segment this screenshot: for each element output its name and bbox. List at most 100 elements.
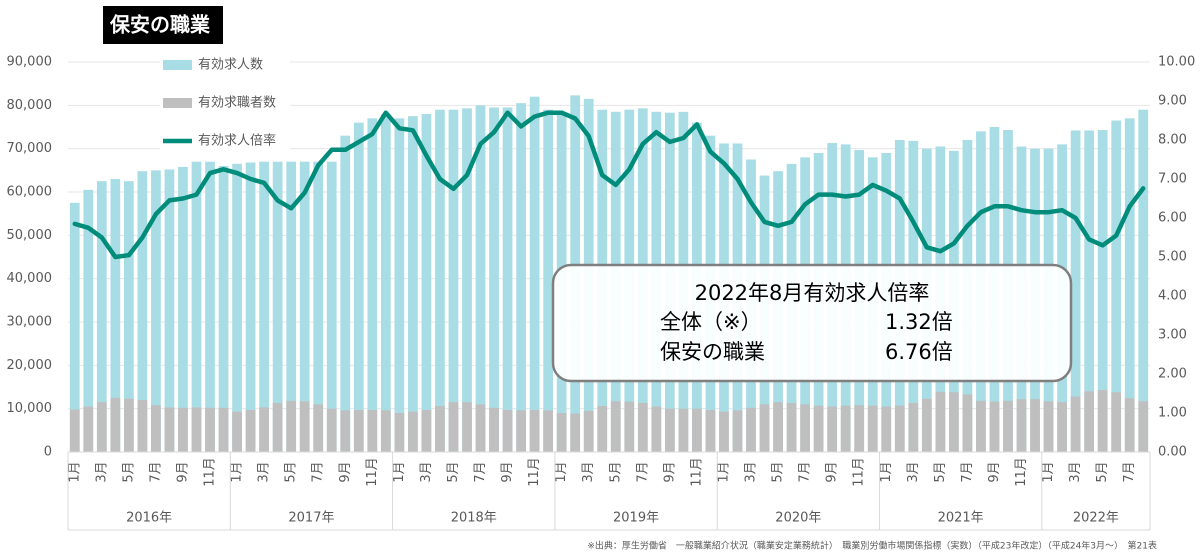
- bar: [1070, 396, 1081, 452]
- bar: [1097, 130, 1108, 453]
- bar: [1016, 399, 1027, 452]
- y2-tick-label: 7.00: [1158, 172, 1187, 187]
- bar: [1138, 401, 1149, 452]
- year-label: 2022年: [1073, 511, 1119, 526]
- y-tick-label: 10,000: [7, 401, 53, 416]
- bar: [313, 161, 324, 452]
- bar: [1070, 130, 1081, 452]
- y-tick-label: 70,000: [7, 141, 53, 156]
- x-tick-label: 7月: [473, 461, 488, 482]
- y2-tick-label: 9.00: [1158, 94, 1187, 109]
- bar: [245, 409, 256, 452]
- bar: [299, 401, 310, 452]
- x-tick-label: 11月: [527, 457, 542, 487]
- bar: [570, 413, 581, 452]
- bar: [746, 407, 756, 452]
- bar: [1124, 118, 1135, 452]
- source-note: ※出典：厚生労働省 一般職業紹介状況（職業安定業務統計） 職業別労働市場関係指標…: [587, 540, 1157, 552]
- x-tick-label: 1月: [716, 461, 731, 482]
- legend-label: 有効求職者数: [198, 96, 276, 111]
- bar: [313, 404, 324, 452]
- x-tick-label: 5月: [608, 461, 623, 482]
- bar: [732, 410, 743, 452]
- chart-title: 保安の職業: [109, 13, 211, 37]
- x-tick-label: 9月: [825, 461, 840, 482]
- bar: [624, 401, 635, 452]
- bar: [448, 402, 459, 452]
- bar: [489, 107, 499, 452]
- x-tick-label: 5月: [1095, 461, 1110, 482]
- x-tick-label: 1月: [230, 461, 245, 482]
- bar: [597, 406, 608, 452]
- bar: [394, 413, 405, 452]
- x-tick-label: 9月: [987, 461, 1002, 482]
- annotation-title: 2022年8月有効求人倍率: [695, 281, 930, 305]
- x-tick-label: 11月: [852, 457, 867, 487]
- y2-tick-label: 4.00: [1158, 289, 1187, 304]
- bar: [123, 398, 134, 452]
- bar: [867, 405, 878, 452]
- bar: [421, 114, 432, 452]
- bar: [651, 406, 662, 452]
- bar: [664, 408, 675, 452]
- y-tick-label: 60,000: [7, 185, 53, 200]
- bar: [543, 109, 554, 453]
- bar: [191, 161, 202, 452]
- bar: [610, 401, 621, 452]
- bar: [894, 405, 905, 452]
- legend-swatch: [163, 98, 192, 108]
- y2-tick-label: 10.00: [1158, 55, 1195, 70]
- bar: [272, 403, 283, 452]
- x-tick-label: 3月: [1068, 461, 1083, 482]
- bar: [394, 118, 405, 452]
- x-tick-label: 9月: [175, 461, 190, 482]
- x-tick-label: 7月: [960, 461, 975, 482]
- y-tick-label: 40,000: [7, 271, 53, 286]
- bar: [705, 409, 716, 452]
- year-label: 2021年: [938, 511, 984, 526]
- bar: [245, 162, 256, 453]
- grid: [68, 61, 1150, 453]
- bar: [96, 181, 107, 452]
- bar: [123, 181, 134, 452]
- bar: [827, 406, 838, 452]
- bar: [462, 108, 472, 452]
- bar: [218, 407, 229, 452]
- bar: [935, 391, 946, 452]
- annotation-label: 保安の職業: [660, 340, 765, 364]
- annotation-box: [551, 263, 1073, 383]
- bar: [69, 409, 80, 452]
- x-tick-label: 5月: [933, 461, 948, 482]
- x-tick-label: 11月: [365, 457, 380, 487]
- bar: [1084, 130, 1095, 452]
- x-tick-label: 3月: [906, 461, 921, 482]
- bar: [137, 171, 148, 452]
- bar: [178, 166, 188, 452]
- bar: [151, 170, 161, 453]
- bar: [962, 394, 973, 452]
- x-tick-label: 1月: [1041, 461, 1056, 482]
- bar: [516, 410, 526, 452]
- bar: [502, 107, 513, 452]
- x-tick-label: 5月: [121, 461, 136, 482]
- bar: [1084, 391, 1095, 452]
- bar: [380, 114, 391, 452]
- x-tick-label: 9月: [500, 461, 515, 482]
- bar: [191, 407, 202, 452]
- bar: [1111, 392, 1122, 452]
- bar: [421, 409, 432, 452]
- bar: [1043, 401, 1054, 452]
- bar: [164, 407, 175, 452]
- bar: [583, 410, 594, 452]
- bar: [259, 161, 269, 452]
- x-tick-label: 5月: [446, 461, 461, 482]
- bar: [340, 410, 351, 452]
- x-tick-label: 7月: [635, 461, 650, 482]
- bar: [949, 392, 959, 452]
- bar: [232, 411, 242, 452]
- x-tick-label: 1月: [67, 461, 82, 482]
- bar: [989, 401, 1000, 452]
- x-tick-label: 1月: [879, 461, 894, 482]
- x-tick-label: 3月: [744, 461, 759, 482]
- bar: [259, 407, 269, 452]
